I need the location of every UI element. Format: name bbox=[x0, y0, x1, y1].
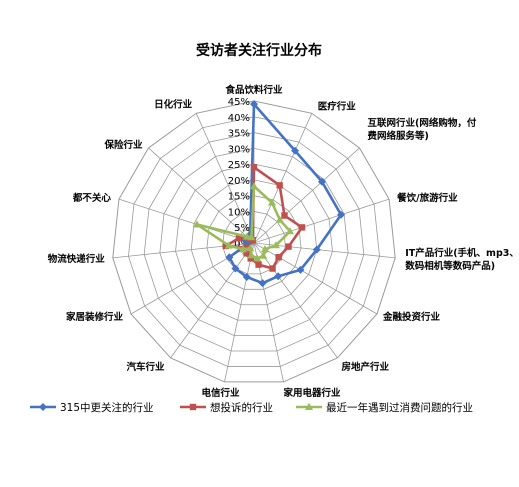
category-label: 日化行业 bbox=[154, 98, 193, 110]
grid-spoke bbox=[253, 242, 338, 359]
grid-spoke bbox=[118, 198, 255, 244]
data-point bbox=[275, 254, 282, 261]
tick-label: 10% bbox=[228, 207, 250, 218]
data-point bbox=[312, 245, 321, 254]
data-point bbox=[243, 250, 250, 257]
data-point bbox=[255, 261, 262, 268]
grid-ring bbox=[222, 211, 286, 275]
grid-spoke bbox=[253, 242, 378, 315]
data-point bbox=[235, 234, 243, 242]
data-point bbox=[267, 198, 276, 206]
chart-title: 受访者关注行业分布 bbox=[196, 42, 322, 59]
category-label: 食品饮料行业 bbox=[224, 84, 283, 96]
category-label: 家用电器行业 bbox=[284, 387, 342, 399]
legend-item: 315中更关注的行业 bbox=[30, 401, 154, 414]
data-point bbox=[250, 164, 258, 171]
data-point bbox=[246, 243, 255, 252]
data-point bbox=[291, 146, 300, 155]
legend-marker bbox=[305, 402, 313, 410]
tick-label: 15% bbox=[228, 192, 250, 203]
data-point bbox=[286, 227, 295, 235]
data-point bbox=[247, 255, 254, 262]
tick-label: 5% bbox=[234, 223, 250, 234]
data-point bbox=[258, 279, 267, 288]
grid-ring bbox=[143, 132, 365, 352]
grid-ring bbox=[175, 163, 333, 321]
data-point bbox=[337, 210, 346, 219]
tick-label: 45% bbox=[228, 97, 250, 108]
data-point bbox=[192, 220, 201, 228]
data-point bbox=[296, 265, 305, 274]
category-label: 汽车行业 bbox=[126, 361, 165, 373]
data-point bbox=[250, 100, 258, 109]
category-label: IT产品行业(手机、mp3、数码相机等数码产品) bbox=[404, 247, 519, 272]
legend-marker bbox=[189, 403, 197, 411]
data-point bbox=[222, 242, 229, 250]
data-point bbox=[224, 241, 233, 249]
data-point bbox=[318, 177, 327, 186]
tick-label: 20% bbox=[228, 176, 250, 187]
legend-marker bbox=[39, 403, 47, 411]
data-point bbox=[276, 182, 283, 189]
data-point bbox=[247, 251, 256, 259]
category-label: 房地产行业 bbox=[342, 361, 390, 373]
series-3 bbox=[192, 182, 295, 262]
grid-ring bbox=[190, 179, 318, 306]
legend-item: 想投诉的行业 bbox=[180, 401, 273, 414]
grid-spoke bbox=[253, 113, 313, 244]
tick-label: 30% bbox=[228, 144, 250, 155]
tick-label: 0% bbox=[234, 239, 250, 250]
category-label: 餐饮/旅游行业 bbox=[396, 192, 458, 204]
data-point bbox=[231, 264, 240, 273]
data-point bbox=[225, 253, 234, 262]
data-point bbox=[281, 212, 288, 219]
category-label: 医疗行业 bbox=[318, 100, 357, 112]
data-point bbox=[274, 272, 283, 281]
series-lines bbox=[192, 100, 346, 288]
tick-label: 35% bbox=[228, 129, 250, 140]
data-point bbox=[247, 233, 256, 241]
grid-spoke bbox=[195, 113, 255, 244]
legend-label: 最近一年遇到过消费问题的行业 bbox=[326, 401, 473, 414]
data-point bbox=[271, 241, 280, 249]
data-point bbox=[242, 272, 251, 281]
grid-ring bbox=[159, 147, 349, 337]
data-point bbox=[239, 245, 248, 253]
radial-tick-labels: 0% 5% 10% 15% 20% 25% 30% 35% 40% 45% bbox=[228, 97, 250, 250]
legend-item: 最近一年遇到过消费问题的行业 bbox=[296, 401, 473, 414]
data-point bbox=[253, 254, 262, 262]
data-point bbox=[259, 251, 268, 259]
grid-ring bbox=[112, 100, 396, 383]
legend-label: 想投诉的行业 bbox=[210, 401, 273, 414]
data-point bbox=[269, 265, 276, 272]
data-point bbox=[275, 215, 284, 223]
category-label: 物流快递行业 bbox=[48, 253, 106, 265]
legend: 315中更关注的行业 想投诉的行业 最近一年遇到过消费问题的行业 bbox=[30, 401, 473, 414]
grid-ring bbox=[128, 116, 380, 367]
category-label: 金融投资行业 bbox=[382, 311, 441, 323]
category-label: 互联网行业(网络购物，付费网络服务等) bbox=[368, 117, 477, 142]
grid-ring bbox=[206, 195, 302, 290]
radar-grid bbox=[112, 100, 396, 383]
grid-spoke bbox=[253, 147, 360, 244]
data-point bbox=[260, 245, 269, 253]
tick-label: 25% bbox=[228, 160, 250, 171]
category-label: 家居装修行业 bbox=[66, 311, 124, 323]
tick-label: 40% bbox=[228, 113, 250, 124]
category-label: 保险行业 bbox=[103, 139, 143, 151]
data-point bbox=[298, 224, 306, 231]
grid-spoke bbox=[253, 198, 390, 244]
legend-label: 315中更关注的行业 bbox=[60, 401, 154, 414]
grid-spoke bbox=[148, 147, 255, 244]
data-point bbox=[250, 182, 258, 190]
grid-spoke bbox=[224, 242, 255, 382]
category-label: 都不关心 bbox=[72, 192, 112, 204]
data-point bbox=[285, 243, 292, 250]
grid-spoke bbox=[170, 242, 255, 359]
category-label: 电信行业 bbox=[201, 387, 240, 399]
